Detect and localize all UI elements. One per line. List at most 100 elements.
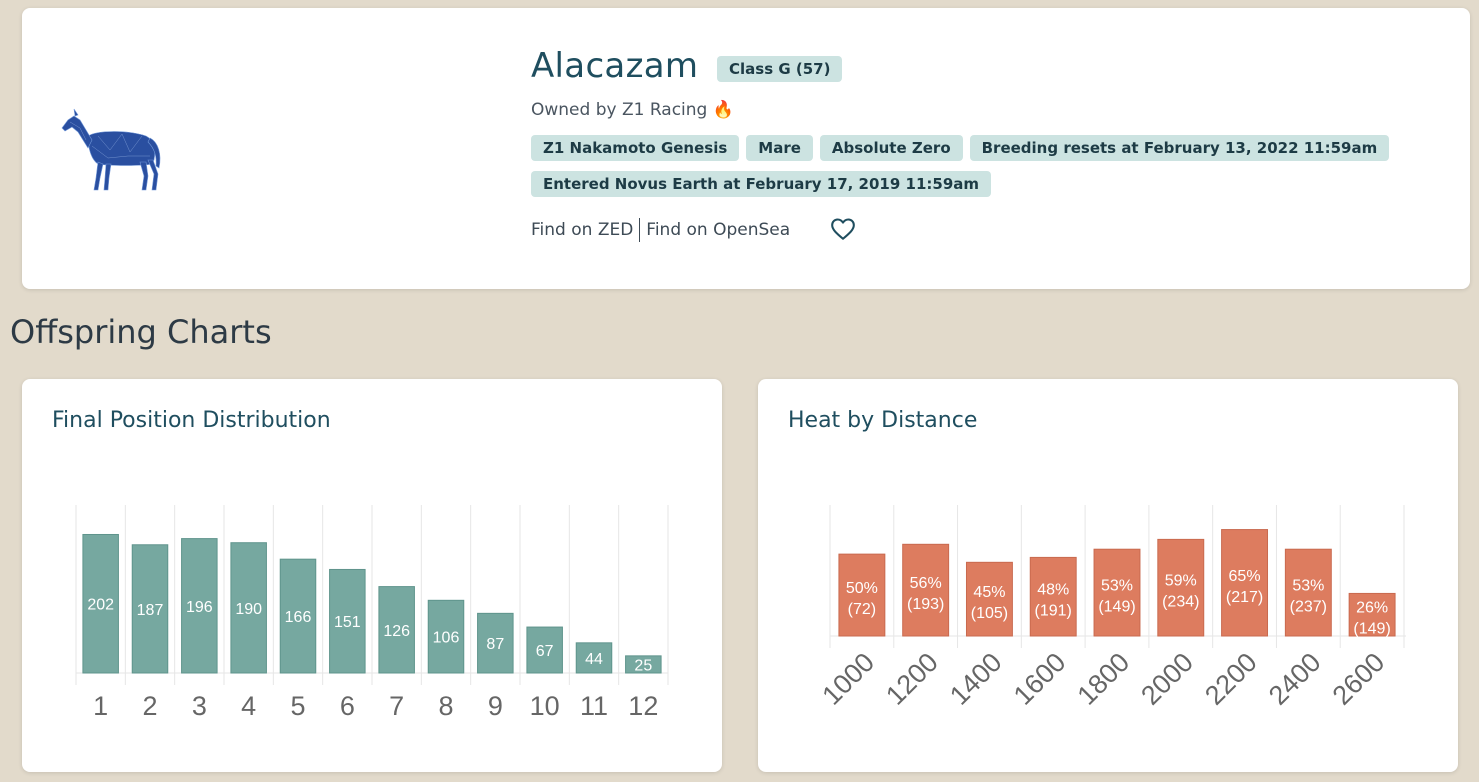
bar-data-label: 196	[186, 599, 213, 616]
tag-bloodline: Z1 Nakamoto Genesis	[531, 135, 740, 161]
owner-prefix: Owned by	[531, 100, 622, 120]
chart-title-heat-by-distance: Heat by Distance	[788, 408, 978, 433]
bar[interactable]	[378, 586, 415, 674]
bar-count-label: (217)	[1226, 589, 1263, 606]
x-tick-label: 1200	[880, 647, 944, 711]
bar-percent-label: 50%	[846, 580, 878, 597]
bar-percent-label: 65%	[1229, 568, 1261, 585]
x-tick-label: 1400	[944, 647, 1008, 711]
bar-percent-label: 45%	[973, 584, 1005, 601]
x-tick-label: 1	[93, 691, 108, 721]
x-tick-label: 9	[488, 691, 503, 721]
bar-count-label: (193)	[907, 596, 944, 613]
grid-lines	[829, 505, 1405, 648]
x-tick-label: 2	[142, 691, 157, 721]
bar[interactable]	[965, 561, 1013, 637]
bar-percent-label: 59%	[1165, 573, 1197, 590]
find-on-opensea-link[interactable]: Find on OpenSea	[646, 220, 791, 240]
owner-name[interactable]: Z1 Racing	[621, 100, 708, 120]
bar[interactable]	[1221, 529, 1269, 637]
x-tick-label: 12	[628, 691, 658, 721]
bar[interactable]	[181, 538, 218, 674]
x-tick-label: 4	[241, 691, 256, 721]
bar-data-label: 44	[585, 651, 603, 668]
tag-row-primary: Z1 Nakamoto Genesis Mare Absolute Zero B…	[531, 135, 1390, 161]
tag-coat: Absolute Zero	[819, 135, 963, 161]
bar-percent-label: 53%	[1292, 578, 1324, 595]
x-tick-label: 2200	[1199, 647, 1263, 711]
x-tick-label: 5	[290, 691, 305, 721]
external-links: Find on ZED Find on OpenSea	[531, 218, 790, 242]
section-title: Offspring Charts	[10, 313, 272, 351]
bar[interactable]	[1284, 548, 1332, 637]
x-tick-label: 8	[438, 691, 453, 721]
horse-name: Alacazam	[531, 46, 699, 86]
x-tick-label: 11	[580, 691, 608, 721]
bar-data-label: 151	[334, 614, 361, 631]
bar[interactable]	[329, 568, 366, 674]
bar-count-label: (72)	[848, 601, 876, 618]
bar-percent-label: 48%	[1037, 582, 1069, 599]
bar-count-label: (105)	[971, 605, 1008, 622]
owner-line: Owned by Z1 Racing 🔥	[531, 100, 734, 120]
final-position-bar-chart: 202 1 187 2 196 3 190 4 166 5 151 6 126 7 106 8 87 9 67 10 4…	[75, 505, 669, 721]
bar[interactable]	[625, 655, 662, 674]
fire-icon: 🔥	[712, 100, 734, 120]
bar[interactable]	[1157, 538, 1205, 637]
bar-data-label: 67	[536, 643, 554, 660]
x-tick-label: 1800	[1072, 647, 1136, 711]
bar-data-label: 190	[235, 601, 262, 618]
heat-by-distance-bar-chart: 50% (72) 1000 56% (193) 1200 45% (105) 1400 48% (1…	[816, 505, 1406, 711]
chart-title-final-position: Final Position Distribution	[52, 408, 331, 433]
bar[interactable]	[82, 533, 119, 674]
x-tick-label: 3	[192, 691, 207, 721]
tag-breeding-reset: Breeding resets at February 13, 2022 11:…	[969, 135, 1390, 161]
bar[interactable]	[575, 642, 613, 674]
bar[interactable]	[1348, 592, 1396, 637]
find-on-zed-link[interactable]: Find on ZED	[531, 220, 634, 240]
bar[interactable]	[279, 558, 317, 674]
bar-count-label: (149)	[1353, 621, 1390, 638]
x-tick-label: 10	[530, 691, 560, 721]
grid-lines	[75, 505, 669, 685]
tag-entered-date: Entered Novus Earth at February 17, 2019…	[531, 171, 992, 197]
x-tick-label: 2400	[1263, 647, 1327, 711]
tag-gender: Mare	[746, 135, 813, 161]
x-tick-label: 1000	[816, 647, 880, 711]
heart-icon[interactable]	[830, 216, 856, 242]
bar[interactable]	[902, 543, 950, 637]
bar-count-label: (149)	[1098, 599, 1135, 616]
bar-data-label: 126	[383, 623, 410, 640]
bar-count-label: (234)	[1162, 594, 1199, 611]
tag-row-secondary: Entered Novus Earth at February 17, 2019…	[531, 171, 992, 197]
bar-data-label: 106	[433, 630, 460, 647]
bar[interactable]	[838, 553, 886, 637]
bar[interactable]	[1029, 556, 1077, 637]
bar-data-label: 187	[137, 602, 164, 619]
bar-data-label: 166	[285, 609, 312, 626]
bar-percent-label: 53%	[1101, 578, 1133, 595]
x-tick-label: 2600	[1327, 647, 1391, 711]
bar-data-label: 87	[486, 636, 504, 653]
bar[interactable]	[427, 599, 465, 674]
bar-count-label: (237)	[1290, 599, 1327, 616]
bar-percent-label: 26%	[1356, 600, 1388, 617]
x-tick-label: 6	[340, 691, 355, 721]
bar-data-label: 202	[87, 597, 114, 614]
bar[interactable]	[526, 626, 563, 674]
bar-percent-label: 56%	[910, 575, 942, 592]
heat-by-distance-chart-card: Heat by Distance 50% (72) 1000 56% (193) 1200…	[758, 379, 1458, 772]
bar[interactable]	[230, 542, 267, 674]
final-position-chart-card: Final Position Distribution 202 1 187 2 196 3…	[22, 379, 722, 772]
bar-data-label: 25	[634, 657, 652, 674]
class-badge: Class G (57)	[717, 56, 843, 82]
bar[interactable]	[1093, 548, 1141, 637]
bar-count-label: (191)	[1035, 603, 1072, 620]
x-tick-label: 2000	[1135, 647, 1199, 711]
bar[interactable]	[477, 612, 514, 674]
link-divider	[639, 218, 641, 242]
bar[interactable]	[131, 544, 169, 674]
horse-icon	[61, 108, 161, 191]
x-tick-label: 7	[389, 691, 404, 721]
horse-profile-card: Alacazam Class G (57) Owned by Z1 Racing…	[22, 8, 1470, 289]
